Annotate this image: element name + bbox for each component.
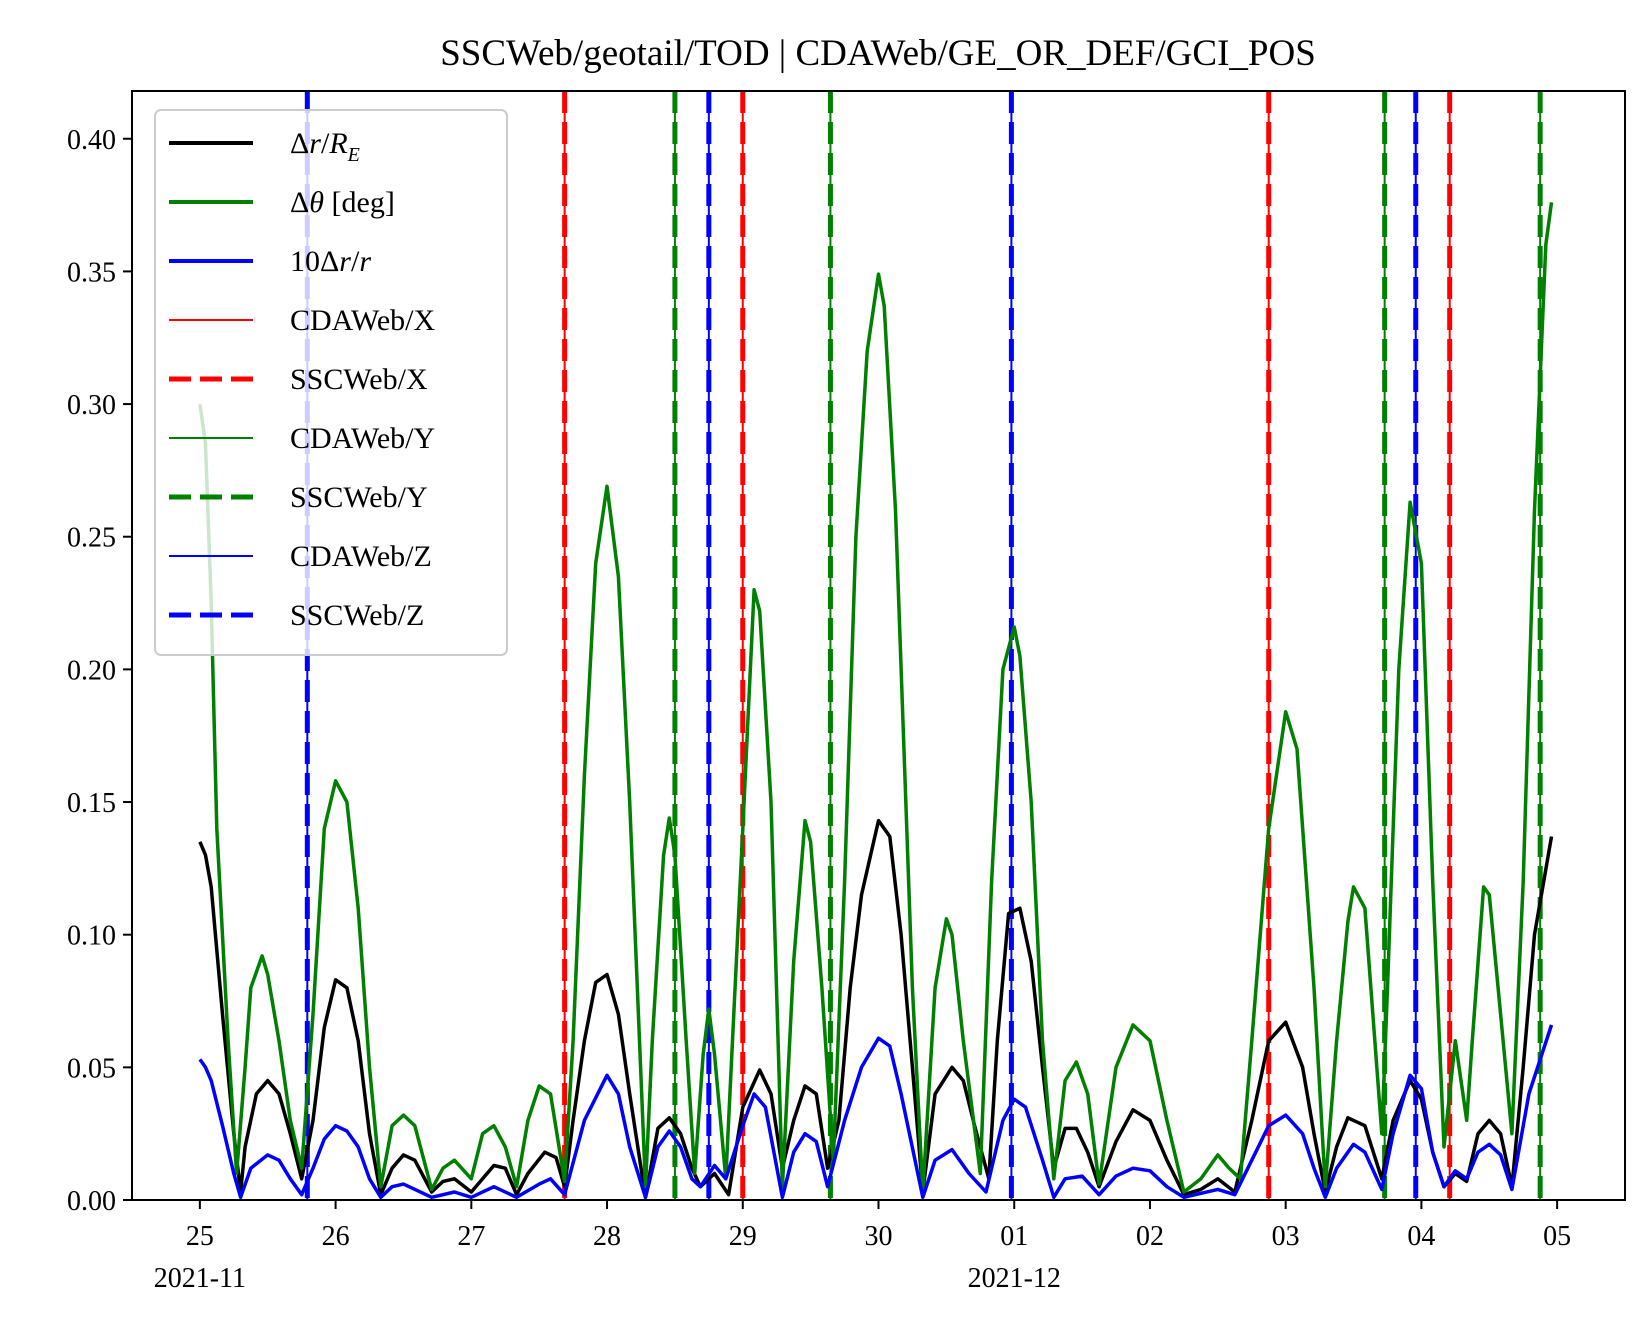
x-tick-label: 03 (1272, 1221, 1300, 1252)
legend-entry-label: SSCWeb/Z (290, 599, 424, 632)
legend-entry-label: SSCWeb/Y (290, 481, 428, 514)
x-tick-label: 29 (729, 1221, 757, 1252)
y-tick-label: 0.20 (67, 655, 116, 686)
x-tick-label: 30 (865, 1221, 893, 1252)
legend-entry-label: CDAWeb/X (290, 304, 436, 337)
x-tick-label: 01 (1000, 1221, 1028, 1252)
y-tick-label: 0.05 (67, 1053, 116, 1084)
legend-entry-label: CDAWeb/Z (290, 540, 432, 573)
legend: Δr/RE Δθ [deg] 10Δr/r CDAWeb/X SSCWeb/X CDAWe… (154, 109, 508, 656)
legend-entry-label: CDAWeb/Y (290, 422, 435, 455)
x-tick-sublabel: 2021-11 (154, 1263, 246, 1294)
x-tick-label: 27 (457, 1221, 485, 1252)
x-tick-label: 02 (1136, 1221, 1164, 1252)
series-lines (198, 202, 1554, 1200)
axes: 0.00 0.05 0.10 0.15 0.20 0.25 0.30 0.35 0.40 25 20… (67, 90, 1626, 1294)
legend-entry-label: Δθ [deg] (290, 186, 395, 219)
x-tick-label: 26 (322, 1221, 350, 1252)
x-tick-label: 04 (1407, 1221, 1435, 1252)
x-tick-label: 25 (186, 1221, 214, 1252)
y-tick-label: 0.15 (67, 788, 116, 819)
x-tick-sublabel: 2021-12 (968, 1263, 1061, 1294)
y-tick-label: 0.00 (67, 1186, 116, 1217)
legend-entry-label: 10Δr/r (290, 245, 371, 278)
series-line-2 (198, 1024, 1554, 1200)
y-tick-label: 0.10 (67, 921, 116, 952)
legend-entry-label: Δr/RE (290, 127, 360, 166)
legend-box (154, 109, 508, 656)
y-tick-label: 0.40 (67, 125, 116, 156)
y-tick-label: 0.25 (67, 523, 116, 554)
x-tick-label: 28 (593, 1221, 621, 1252)
y-tick-label: 0.35 (67, 257, 116, 288)
y-tick-label: 0.30 (67, 390, 116, 421)
chart-title: SSCWeb/geotail/TOD | CDAWeb/GE_OR_DEF/GC… (440, 33, 1316, 74)
x-tick-label: 05 (1543, 1221, 1571, 1252)
legend-entry-label: SSCWeb/X (290, 363, 428, 396)
